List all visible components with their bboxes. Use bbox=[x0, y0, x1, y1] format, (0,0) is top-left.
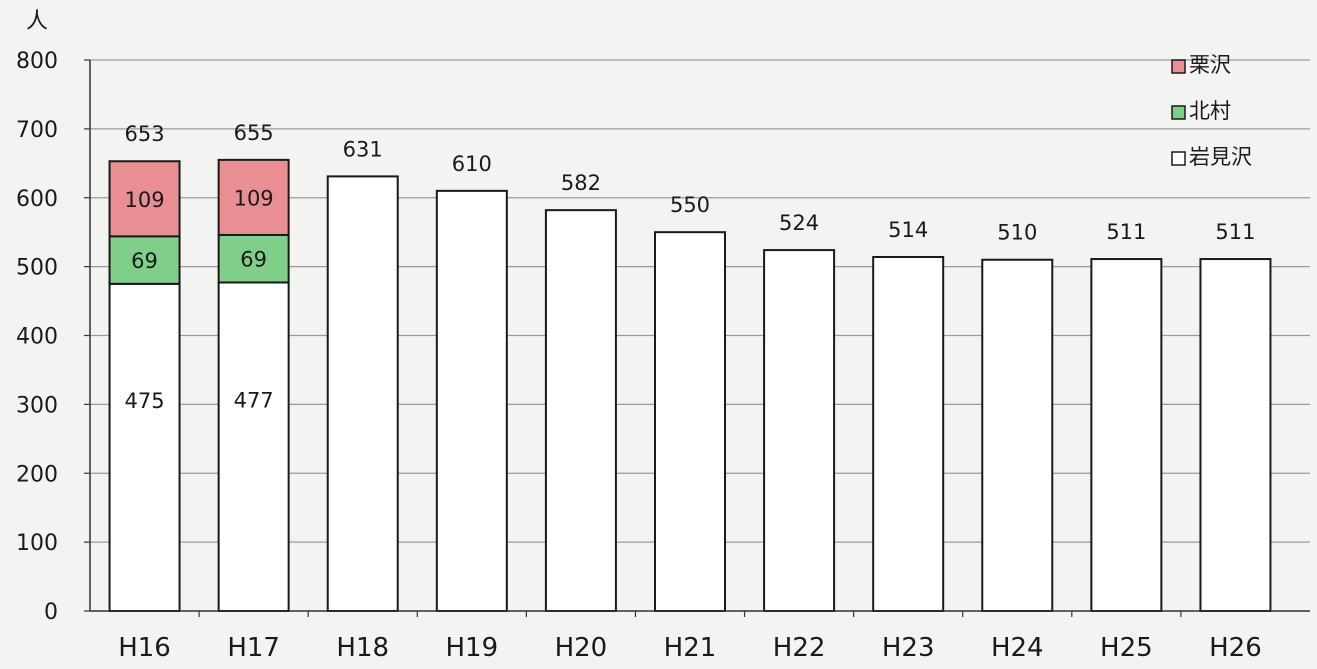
x-tick-label: H24 bbox=[991, 633, 1044, 663]
x-tick-label: H18 bbox=[336, 633, 389, 663]
y-tick-label: 600 bbox=[16, 187, 58, 212]
x-tick-label: H17 bbox=[227, 633, 280, 663]
segment-value-label: 109 bbox=[124, 188, 164, 212]
segment-value-label: 477 bbox=[234, 388, 274, 412]
legend-label: 栗沢 bbox=[1189, 53, 1231, 77]
y-tick-label: 800 bbox=[16, 49, 58, 74]
y-tick-label: 200 bbox=[16, 462, 58, 487]
x-tick-label: H22 bbox=[773, 633, 826, 663]
bar-segment-H26-岩見沢 bbox=[1199, 258, 1272, 612]
bar-total-label: 653 bbox=[124, 122, 164, 146]
bar-segment-H21-岩見沢 bbox=[654, 231, 726, 612]
bar-total-label: 511 bbox=[1215, 220, 1255, 244]
x-tick-label: H16 bbox=[118, 633, 171, 663]
bar-segment-H16-栗沢 bbox=[108, 160, 181, 238]
bar-segment-H16-岩見沢 bbox=[108, 282, 181, 612]
x-tick-label: H21 bbox=[664, 633, 717, 663]
x-tick-label: H25 bbox=[1100, 633, 1153, 663]
y-tick-label: 700 bbox=[16, 118, 58, 143]
bar-segment-H23-岩見沢 bbox=[872, 255, 945, 612]
bar-total-label: 524 bbox=[779, 211, 819, 235]
bar-total-label: 514 bbox=[888, 218, 928, 242]
legend-swatch bbox=[1171, 105, 1186, 120]
segment-value-label: 475 bbox=[124, 389, 164, 413]
y-tick-label: 100 bbox=[16, 531, 58, 556]
x-tick-label: H20 bbox=[555, 633, 608, 663]
bar-total-label: 631 bbox=[343, 137, 383, 161]
x-tick-label: H26 bbox=[1209, 633, 1262, 663]
y-tick-label: 300 bbox=[16, 393, 58, 418]
y-tick-label: 0 bbox=[44, 600, 58, 625]
bar-segment-H20-岩見沢 bbox=[544, 209, 617, 613]
legend-label: 北村 bbox=[1189, 99, 1231, 123]
segment-value-label: 69 bbox=[240, 248, 267, 272]
bar-total-label: 511 bbox=[1106, 220, 1146, 244]
x-tick-label: H19 bbox=[445, 633, 498, 663]
bar-total-label: 550 bbox=[670, 193, 710, 217]
legend-swatch bbox=[1171, 151, 1186, 166]
x-tick-label: H23 bbox=[882, 633, 935, 663]
axes: 人 0 100 200 300 400 500 600 700 800 H16 H17 H18 H19 H… bbox=[16, 9, 1310, 663]
legend-swatch bbox=[1171, 59, 1186, 74]
y-tick-label: 400 bbox=[16, 325, 58, 350]
data-labels: 475 69 109 653 477 69 109 655 631 610 582 550 524 514… bbox=[124, 121, 1255, 413]
bar-segment-H18-岩見沢 bbox=[326, 175, 399, 612]
bar-total-label: 582 bbox=[561, 171, 601, 195]
bar-total-label: 510 bbox=[997, 221, 1037, 245]
segment-value-label: 109 bbox=[234, 186, 274, 210]
bar-segment-H24-岩見沢 bbox=[981, 258, 1054, 612]
bars bbox=[108, 158, 1272, 613]
bar-total-label: 610 bbox=[452, 152, 492, 176]
bar-segment-H22-岩見沢 bbox=[763, 249, 836, 612]
y-tick-label: 500 bbox=[16, 256, 58, 281]
legend-label: 岩見沢 bbox=[1189, 145, 1252, 169]
bar-segment-H17-岩見沢 bbox=[217, 281, 290, 612]
bar-segment-H19-岩見沢 bbox=[435, 189, 508, 613]
bar-segment-H25-岩見沢 bbox=[1090, 258, 1163, 612]
bar-segment-H17-北村 bbox=[217, 233, 290, 284]
bar-segment-H17-栗沢 bbox=[217, 158, 290, 236]
bar-segment-H16-北村 bbox=[108, 235, 181, 285]
segment-value-label: 69 bbox=[131, 249, 158, 273]
bar-total-label: 655 bbox=[234, 121, 274, 145]
y-unit-label: 人 bbox=[26, 9, 48, 34]
